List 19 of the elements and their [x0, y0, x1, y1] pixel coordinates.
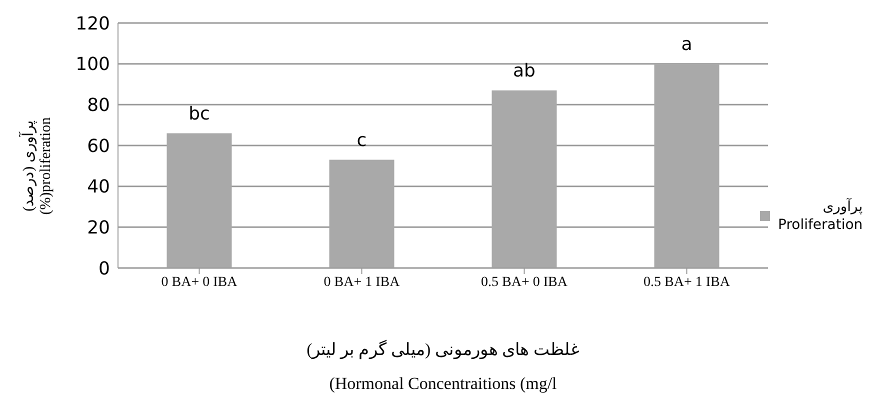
x-tick-label: 0.5 BA+ 1 IBA: [644, 274, 731, 290]
y-tick-label: 20: [87, 218, 110, 239]
bar: [166, 133, 232, 268]
x-tick-label: 0 BA+ 0 IBA: [161, 274, 238, 290]
bar: [492, 90, 557, 268]
y-tick-label: 80: [87, 95, 110, 116]
bar: [329, 160, 394, 268]
x-tick-label: 0 BA+ 1 IBA: [324, 274, 401, 290]
annotation: ab: [513, 60, 536, 82]
y-tick-label: 40: [87, 176, 110, 198]
y-tick-label: 100: [76, 54, 110, 76]
y-tick-label: 60: [87, 136, 110, 157]
annotation: bc: [188, 103, 210, 124]
y-tick-label: 0: [98, 258, 110, 280]
x-tick-label: 0.5 BA+ 0 IBA: [481, 274, 568, 290]
y-tick-label: 120: [76, 13, 110, 34]
annotation: a: [681, 34, 692, 55]
annotation: c: [356, 130, 367, 151]
bar: [654, 64, 720, 268]
